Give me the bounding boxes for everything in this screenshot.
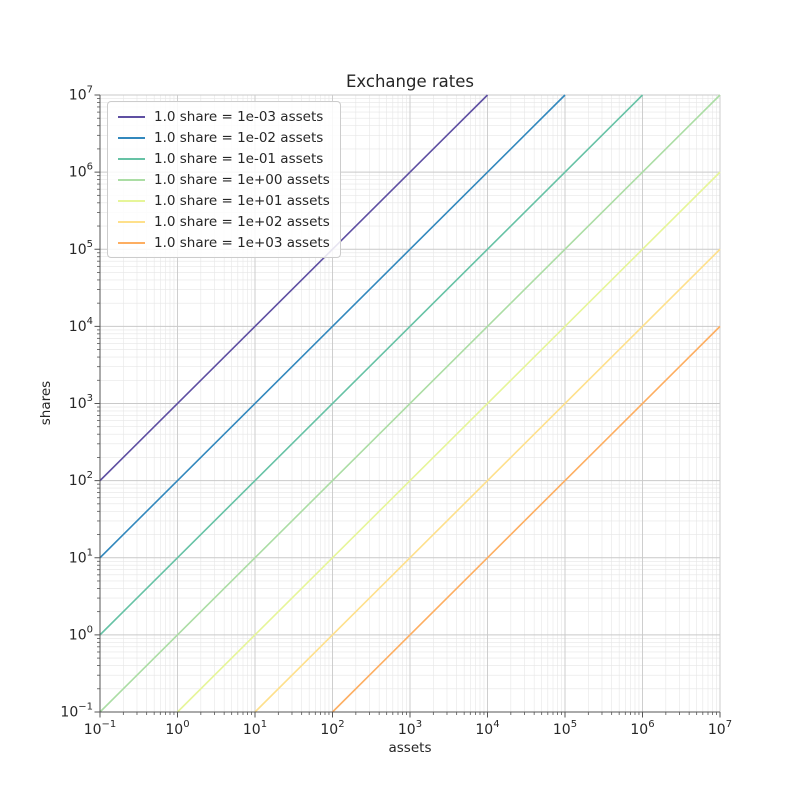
series-line-1 — [99, 94, 566, 559]
series-line-4 — [176, 171, 721, 713]
legend-line-swatch — [118, 115, 145, 118]
legend-line-swatch — [118, 157, 145, 160]
y-tick-label: 10−1 — [60, 702, 93, 721]
y-axis-label: shares — [38, 380, 54, 426]
x-tick-label: 102 — [320, 719, 344, 738]
y-tick-label: 104 — [69, 316, 93, 335]
series-line-5 — [254, 248, 721, 713]
y-tick-label: 105 — [69, 239, 93, 258]
x-tick-label: 104 — [475, 719, 499, 738]
y-tick-label: 101 — [69, 547, 93, 566]
legend-label: 1.0 share = 1e+00 assets — [154, 171, 330, 188]
legend: 1.0 share = 1e-03 assets 1.0 share = 1e-0… — [107, 101, 341, 258]
x-tick-label: 10−1 — [84, 719, 117, 738]
legend-entry: 1.0 share = 1e+02 assets — [118, 211, 330, 232]
legend-line-swatch — [118, 220, 145, 223]
legend-entry: 1.0 share = 1e+01 assets — [118, 190, 330, 211]
legend-entry: 1.0 share = 1e-01 assets — [118, 148, 330, 169]
chart-title: Exchange rates — [346, 72, 474, 91]
series-line-2 — [99, 94, 644, 636]
series-line-6 — [331, 325, 721, 713]
legend-label: 1.0 share = 1e+02 assets — [154, 213, 330, 230]
legend-label: 1.0 share = 1e+03 assets — [154, 234, 330, 251]
legend-line-swatch — [118, 241, 145, 244]
legend-line-swatch — [118, 136, 145, 139]
x-tick-label: 103 — [398, 719, 422, 738]
x-tick-label: 105 — [553, 719, 577, 738]
x-axis-label: assets — [388, 740, 432, 756]
legend-line-swatch — [118, 199, 145, 202]
x-tick-label: 106 — [630, 719, 654, 738]
y-tick-label: 107 — [69, 85, 93, 104]
legend-label: 1.0 share = 1e-02 assets — [154, 129, 324, 146]
y-tick-label: 100 — [69, 624, 93, 643]
legend-entry: 1.0 share = 1e-02 assets — [118, 127, 330, 148]
legend-entry: 1.0 share = 1e-03 assets — [118, 106, 330, 127]
legend-entry: 1.0 share = 1e+00 assets — [118, 169, 330, 190]
y-tick-label: 103 — [69, 393, 93, 412]
y-tick-label: 102 — [69, 470, 93, 489]
series-line-3 — [99, 94, 721, 713]
x-tick-label: 100 — [165, 719, 189, 738]
legend-label: 1.0 share = 1e-03 assets — [154, 108, 324, 125]
x-tick-label: 101 — [243, 719, 267, 738]
y-tick-label: 106 — [69, 162, 93, 181]
x-tick-label: 107 — [708, 719, 732, 738]
legend-entry: 1.0 share = 1e+03 assets — [118, 232, 330, 253]
series-line-0 — [99, 94, 489, 482]
legend-line-swatch — [118, 178, 145, 181]
legend-label: 1.0 share = 1e-01 assets — [154, 150, 324, 167]
legend-label: 1.0 share = 1e+01 assets — [154, 192, 330, 209]
